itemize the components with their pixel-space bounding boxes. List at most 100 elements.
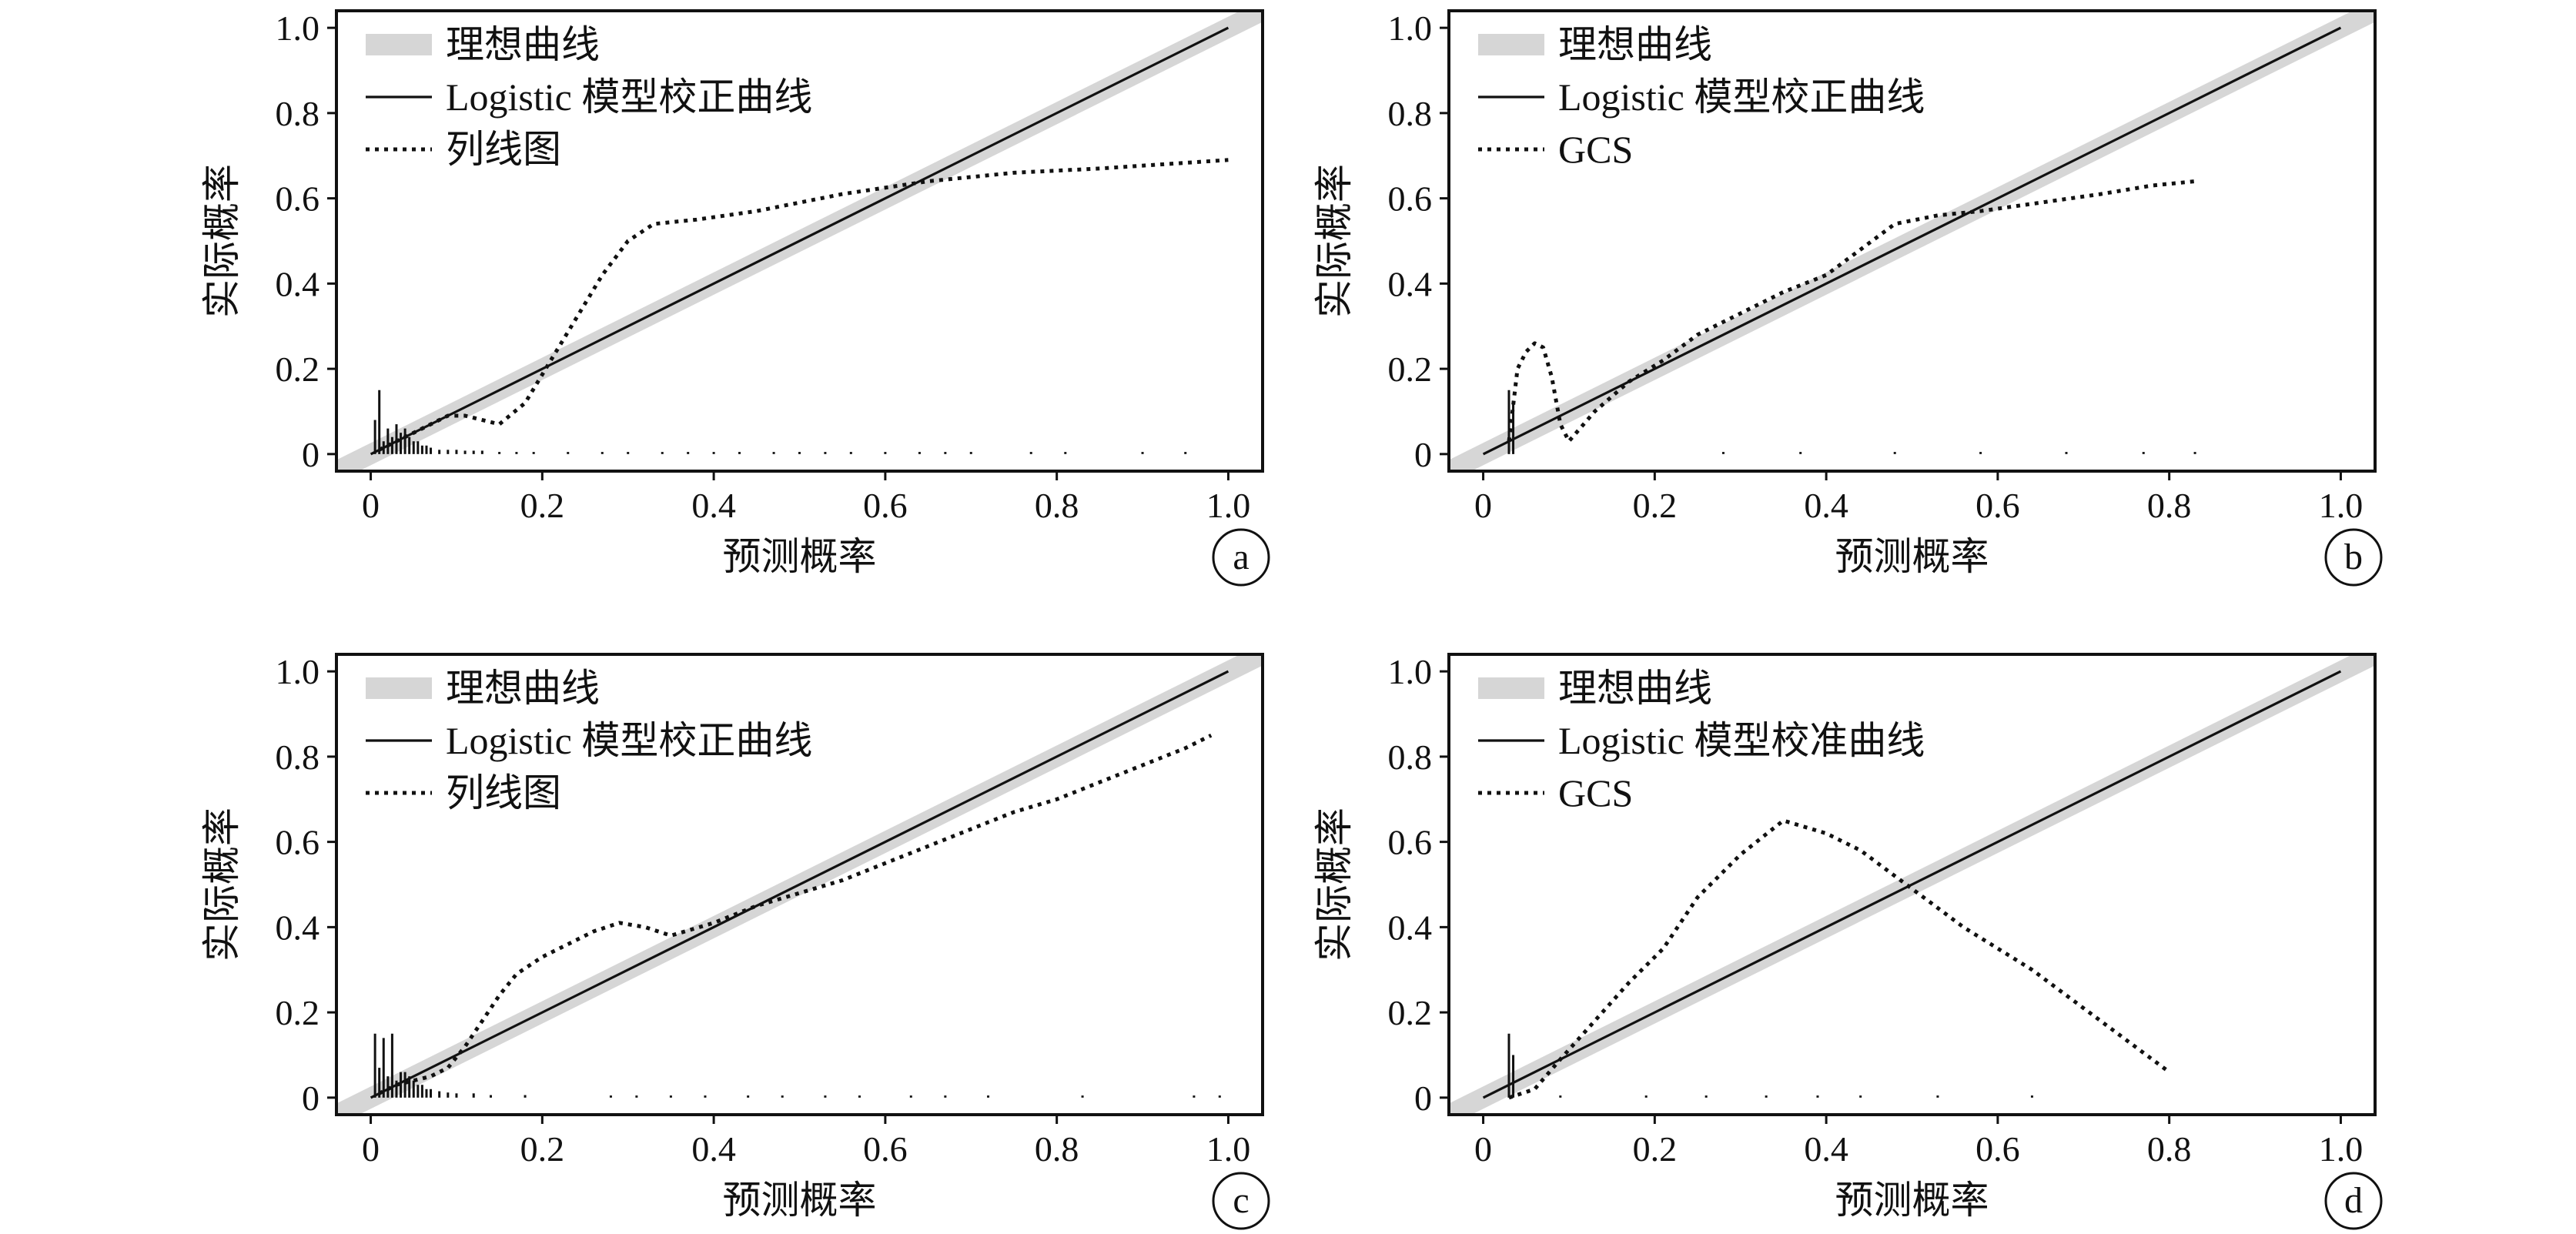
plot-frame: [1447, 653, 2377, 1116]
series-line-2: [1508, 818, 2171, 1100]
legend-swatch-reference: [366, 677, 432, 699]
legend: 理想曲线 Logistic 模型校准曲线 GCS: [1478, 667, 1925, 814]
x-axis-title: 预测概率: [723, 535, 877, 578]
series-line-1: [370, 26, 1229, 456]
series-line-1: [1482, 670, 2342, 1099]
panel-letter: d: [2344, 1180, 2363, 1221]
y-tick-label: 0.2: [276, 349, 320, 389]
plot-frame: [1447, 9, 2377, 473]
x-tick-label: 0.2: [1633, 486, 1678, 525]
x-tick-label: 0.8: [2147, 1129, 2192, 1169]
x-tick-label: 0.8: [2147, 486, 2192, 525]
x-tick-label: 0.2: [520, 486, 565, 525]
series-line-1: [370, 670, 1229, 1099]
y-tick-label: 0.4: [1388, 908, 1433, 947]
legend-entry: Logistic 模型校正曲线: [446, 719, 812, 762]
legend: 理想曲线 Logistic 模型校正曲线 GCS: [1478, 23, 1925, 171]
y-tick-label: 1.0: [1388, 652, 1433, 691]
x-tick-label: 0.6: [863, 486, 908, 525]
series-line-1: [1482, 26, 2342, 456]
y-tick-label: 0.6: [276, 179, 320, 219]
y-tick-label: 0.8: [1388, 94, 1433, 133]
plot-area: [336, 654, 1263, 1115]
y-tick-label: 0.4: [276, 908, 320, 947]
x-tick-label: 0.6: [1975, 1129, 2020, 1169]
y-tick-label: 0.4: [276, 264, 320, 303]
x-tick-label: 0: [362, 1129, 380, 1169]
legend-swatch-reference: [366, 34, 432, 55]
y-axis-title: 实际概率: [1313, 164, 1356, 318]
x-tick-label: 0.4: [691, 486, 736, 525]
y-tick-label: 0.6: [276, 823, 320, 862]
y-tick-label: 1.0: [276, 8, 320, 48]
x-axis-title: 预测概率: [1835, 535, 1989, 578]
y-axis-title: 实际概率: [200, 164, 243, 318]
plot-area: [1449, 11, 2375, 471]
legend-entry: GCS: [1558, 128, 1633, 171]
y-tick-label: 0.6: [1388, 179, 1433, 219]
x-tick-label: 0.2: [1633, 1129, 1678, 1169]
plot-area: [336, 11, 1263, 471]
series-line-2: [1507, 179, 2196, 443]
x-tick-label: 1.0: [2319, 486, 2364, 525]
x-tick-label: 0.6: [863, 1129, 908, 1169]
y-tick-label: 0.2: [1388, 349, 1433, 389]
y-axis-title: 实际概率: [1313, 808, 1356, 961]
y-tick-label: 1.0: [1388, 8, 1433, 48]
legend-entry: Logistic 模型校正曲线: [446, 75, 812, 119]
y-tick-label: 0: [1414, 1078, 1432, 1118]
panel-letter: b: [2344, 537, 2363, 577]
panel-letter-circle: [2324, 528, 2383, 587]
x-tick-label: 0: [362, 486, 380, 525]
chart-panel-a: 0 0.2 0.4 0.6 0.8 1.0 0 0.2 0.4 0.6 0.8 1.0 预测概率 实际概率…: [200, 8, 1270, 587]
panel-letter-circle: [1212, 1172, 1270, 1230]
y-tick-label: 0.8: [1388, 737, 1433, 777]
chart-panel-c: 0 0.2 0.4 0.6 0.8 1.0 0 0.2 0.4 0.6 0.8 1.0 预测概率 实际概率…: [200, 652, 1270, 1230]
x-axis-title: 预测概率: [723, 1179, 877, 1222]
plot-frame: [335, 653, 1264, 1116]
legend-entry: Logistic 模型校准曲线: [1558, 719, 1925, 762]
y-tick-label: 0.2: [276, 993, 320, 1032]
legend-entry: GCS: [1558, 771, 1633, 814]
x-axis-title: 预测概率: [1835, 1179, 1989, 1222]
y-tick-label: 0: [302, 435, 319, 474]
legend-swatch-reference: [1478, 34, 1544, 55]
series-line-2: [378, 733, 1213, 1095]
legend-entry: 列线图: [446, 771, 561, 814]
panel-letter-circle: [1212, 528, 1270, 587]
x-tick-label: 0.8: [1035, 1129, 1079, 1169]
chart-panel-d: 0 0.2 0.4 0.6 0.8 1.0 0 0.2 0.4 0.6 0.8 1.0 预测概率 实际概率…: [1313, 652, 2383, 1230]
x-tick-label: 0.4: [1804, 1129, 1848, 1169]
y-tick-label: 0: [1414, 435, 1432, 474]
panel-letter: c: [1233, 1180, 1249, 1221]
y-tick-label: 0.8: [276, 94, 320, 133]
x-tick-label: 1.0: [2319, 1129, 2364, 1169]
legend-entry: 理想曲线: [446, 667, 600, 710]
legend-entry: 理想曲线: [446, 23, 600, 66]
x-tick-label: 1.0: [1206, 486, 1251, 525]
legend-entry: 理想曲线: [1558, 23, 1712, 66]
x-tick-label: 0: [1474, 1129, 1492, 1169]
x-tick-label: 0.8: [1035, 486, 1079, 525]
y-axis-title: 实际概率: [200, 808, 243, 961]
x-tick-label: 0.4: [691, 1129, 736, 1169]
panel-letter: a: [1233, 537, 1249, 577]
chart-panel-b: 0 0.2 0.4 0.6 0.8 1.0 0 0.2 0.4 0.6 0.8 1.0 预测概率 实际概率…: [1313, 8, 2383, 587]
legend-entry: 列线图: [446, 128, 561, 171]
plot-frame: [335, 9, 1264, 473]
plot-area: [1449, 654, 2375, 1115]
x-tick-label: 1.0: [1206, 1129, 1251, 1169]
y-tick-label: 1.0: [276, 652, 320, 691]
y-tick-label: 0.4: [1388, 264, 1433, 303]
panel-letter-circle: [2324, 1172, 2383, 1230]
x-tick-label: 0.2: [520, 1129, 565, 1169]
legend-swatch-reference: [1478, 677, 1544, 699]
x-tick-label: 0.4: [1804, 486, 1848, 525]
x-tick-label: 0.6: [1975, 486, 2020, 525]
y-tick-label: 0.8: [276, 737, 320, 777]
x-tick-label: 0: [1474, 486, 1492, 525]
legend-entry: Logistic 模型校正曲线: [1558, 75, 1925, 119]
legend-entry: 理想曲线: [1558, 667, 1712, 710]
